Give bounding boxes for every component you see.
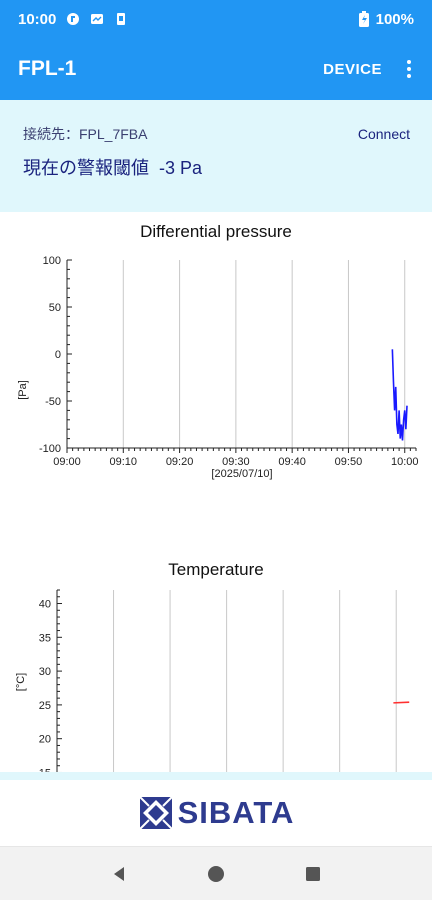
app-bar: FPL-1 DEVICE xyxy=(0,38,432,100)
connection-target: 接続先：FPL_7FBA xyxy=(23,126,148,142)
connect-button[interactable]: Connect xyxy=(357,126,410,142)
logo-area: SIBATA xyxy=(0,780,432,846)
app-title: FPL-1 xyxy=(18,57,77,80)
pressure-date-label: [2025/07/10] xyxy=(211,468,272,480)
x-tick-label: 09:20 xyxy=(166,456,194,468)
storage-icon xyxy=(114,12,128,26)
recents-button[interactable] xyxy=(293,854,333,894)
series-line xyxy=(393,701,410,704)
x-tick-label: 09:40 xyxy=(278,456,306,468)
battery-level: 100% xyxy=(375,10,414,28)
status-time: 10:00 xyxy=(18,10,57,28)
x-tick-label: 09:30 xyxy=(222,456,250,468)
alarm-threshold-label: 現在の警報閾値 xyxy=(23,158,149,178)
y-tick-label: 40 xyxy=(39,599,51,611)
home-icon xyxy=(207,865,224,882)
temperature-chart: [°C] 40 35 30 25 20 15 xyxy=(15,589,410,772)
y-tick-label: 25 xyxy=(39,700,51,712)
device-button[interactable]: DEVICE xyxy=(323,60,382,78)
alarm-threshold: 現在の警報閾値 -3 Pa xyxy=(23,154,410,180)
navigation-bar xyxy=(0,846,432,900)
x-tick-label: 09:50 xyxy=(335,456,363,468)
pressure-chart: [Pa] [2025/07/10] 09:00 09:10 09:20 09:30 09… xyxy=(17,255,419,480)
temperature-y-axis-label: [°C] xyxy=(15,673,27,691)
pressure-chart-title: Differential pressure xyxy=(140,222,292,241)
pressure-y-axis-label: [Pa] xyxy=(17,380,29,400)
charts-scroll-area[interactable]: Differential pressure [Pa] [2025/07/10] … xyxy=(0,212,432,772)
y-tick-label: -100 xyxy=(39,443,61,455)
sibata-logo: SIBATA xyxy=(138,795,295,831)
y-tick-label: 100 xyxy=(43,255,61,267)
temperature-chart-title: Temperature xyxy=(168,560,264,579)
back-icon xyxy=(113,866,124,881)
x-tick-label: 10:00 xyxy=(391,456,419,468)
connection-panel: 接続先：FPL_7FBA Connect 現在の警報閾値 -3 Pa xyxy=(0,100,432,212)
notification-icon xyxy=(66,12,80,26)
y-tick-label: 15 xyxy=(39,767,51,772)
y-tick-label: 50 xyxy=(49,302,61,314)
y-tick-label: 0 xyxy=(55,349,61,361)
battery-icon xyxy=(357,11,371,27)
y-tick-label: 30 xyxy=(39,666,51,678)
divider xyxy=(0,772,432,780)
x-tick-label: 09:00 xyxy=(53,456,81,468)
sim-icon xyxy=(90,12,104,26)
alarm-threshold-value: -3 Pa xyxy=(159,158,203,178)
y-tick-label: 20 xyxy=(39,734,51,746)
series-line xyxy=(391,349,408,441)
y-tick-label: -50 xyxy=(45,396,61,408)
recents-icon xyxy=(306,866,321,881)
y-tick-label: 35 xyxy=(39,632,51,644)
x-tick-label: 09:10 xyxy=(110,456,138,468)
back-button[interactable] xyxy=(99,854,139,894)
home-button[interactable] xyxy=(196,854,236,894)
sibata-logo-text: SIBATA xyxy=(177,795,295,830)
more-options-icon[interactable] xyxy=(404,60,414,78)
sibata-logo-icon xyxy=(138,796,173,830)
status-bar: 10:00 100% xyxy=(0,0,432,38)
